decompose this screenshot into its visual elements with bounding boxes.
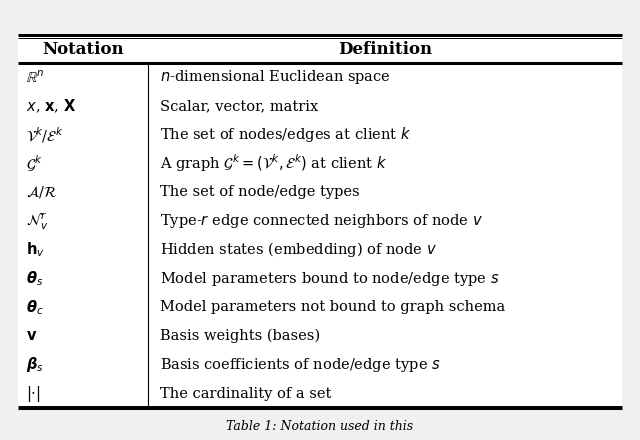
Text: $\mathbb{R}^n$: $\mathbb{R}^n$ <box>26 69 45 86</box>
Text: $\boldsymbol{\theta}_c$: $\boldsymbol{\theta}_c$ <box>26 298 44 317</box>
Text: Scalar, vector, matrix: Scalar, vector, matrix <box>160 99 318 113</box>
Text: $\mathcal{G}^k$: $\mathcal{G}^k$ <box>26 153 43 174</box>
Text: $\mathbf{h}_v$: $\mathbf{h}_v$ <box>26 241 45 259</box>
Text: Hidden states (embedding) of node $v$: Hidden states (embedding) of node $v$ <box>160 240 437 259</box>
Text: $\mathcal{V}^k$/$\mathcal{E}^k$: $\mathcal{V}^k$/$\mathcal{E}^k$ <box>26 125 63 145</box>
Text: A graph $\mathcal{G}^k = (\mathcal{V}^k, \mathcal{E}^k)$ at client $k$: A graph $\mathcal{G}^k = (\mathcal{V}^k,… <box>160 153 387 175</box>
Text: The set of node/edge types: The set of node/edge types <box>160 185 360 199</box>
Text: Model parameters bound to node/edge type $s$: Model parameters bound to node/edge type… <box>160 270 499 288</box>
Text: $\mathcal{N}_v^r$: $\mathcal{N}_v^r$ <box>26 210 49 232</box>
Text: Table 1: Notation used in this: Table 1: Notation used in this <box>227 419 413 433</box>
Text: $\boldsymbol{\theta}_s$: $\boldsymbol{\theta}_s$ <box>26 269 44 288</box>
Bar <box>18 35 622 408</box>
Text: Definition: Definition <box>338 40 432 58</box>
Text: $\mathbf{v}$: $\mathbf{v}$ <box>26 329 37 343</box>
Text: The cardinality of a set: The cardinality of a set <box>160 387 332 401</box>
Text: Model parameters not bound to graph schema: Model parameters not bound to graph sche… <box>160 301 505 314</box>
Text: The set of nodes/edges at client $k$: The set of nodes/edges at client $k$ <box>160 125 411 144</box>
Text: $\boldsymbol{\beta}_s$: $\boldsymbol{\beta}_s$ <box>26 356 44 374</box>
Text: $n$-dimensional Euclidean space: $n$-dimensional Euclidean space <box>160 68 390 86</box>
Text: Notation: Notation <box>42 40 124 58</box>
Text: Basis weights (bases): Basis weights (bases) <box>160 329 320 343</box>
Text: $|{\cdot}|$: $|{\cdot}|$ <box>26 384 41 403</box>
Text: $\mathcal{A}$/$\mathcal{R}$: $\mathcal{A}$/$\mathcal{R}$ <box>26 184 58 200</box>
Text: Type-$r$ edge connected neighbors of node $v$: Type-$r$ edge connected neighbors of nod… <box>160 212 483 230</box>
Text: Basis coefficients of node/edge type $s$: Basis coefficients of node/edge type $s$ <box>160 356 440 374</box>
Text: $x$, $\mathbf{x}$, $\mathbf{X}$: $x$, $\mathbf{x}$, $\mathbf{X}$ <box>26 97 76 115</box>
